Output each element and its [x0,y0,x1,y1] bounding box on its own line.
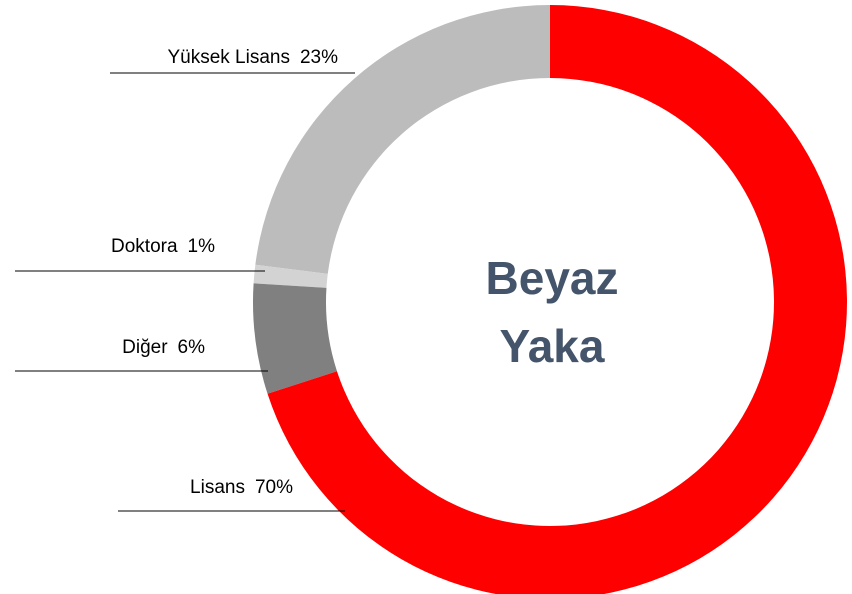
value-label: 6% [178,337,206,358]
donut-segment [253,264,328,288]
category-label: Diğer [122,337,168,358]
donut-segment [255,5,551,274]
center-label: Yaka [500,320,605,372]
value-label: 70% [255,477,293,498]
category-label: Yüksek Lisans [167,47,290,68]
category-label: Lisans [190,477,245,498]
value-label: 1% [188,236,216,257]
category-label: Doktora [111,236,178,257]
donut-segment [253,283,337,394]
center-label: Beyaz [486,252,619,304]
value-label: 23% [300,47,338,68]
